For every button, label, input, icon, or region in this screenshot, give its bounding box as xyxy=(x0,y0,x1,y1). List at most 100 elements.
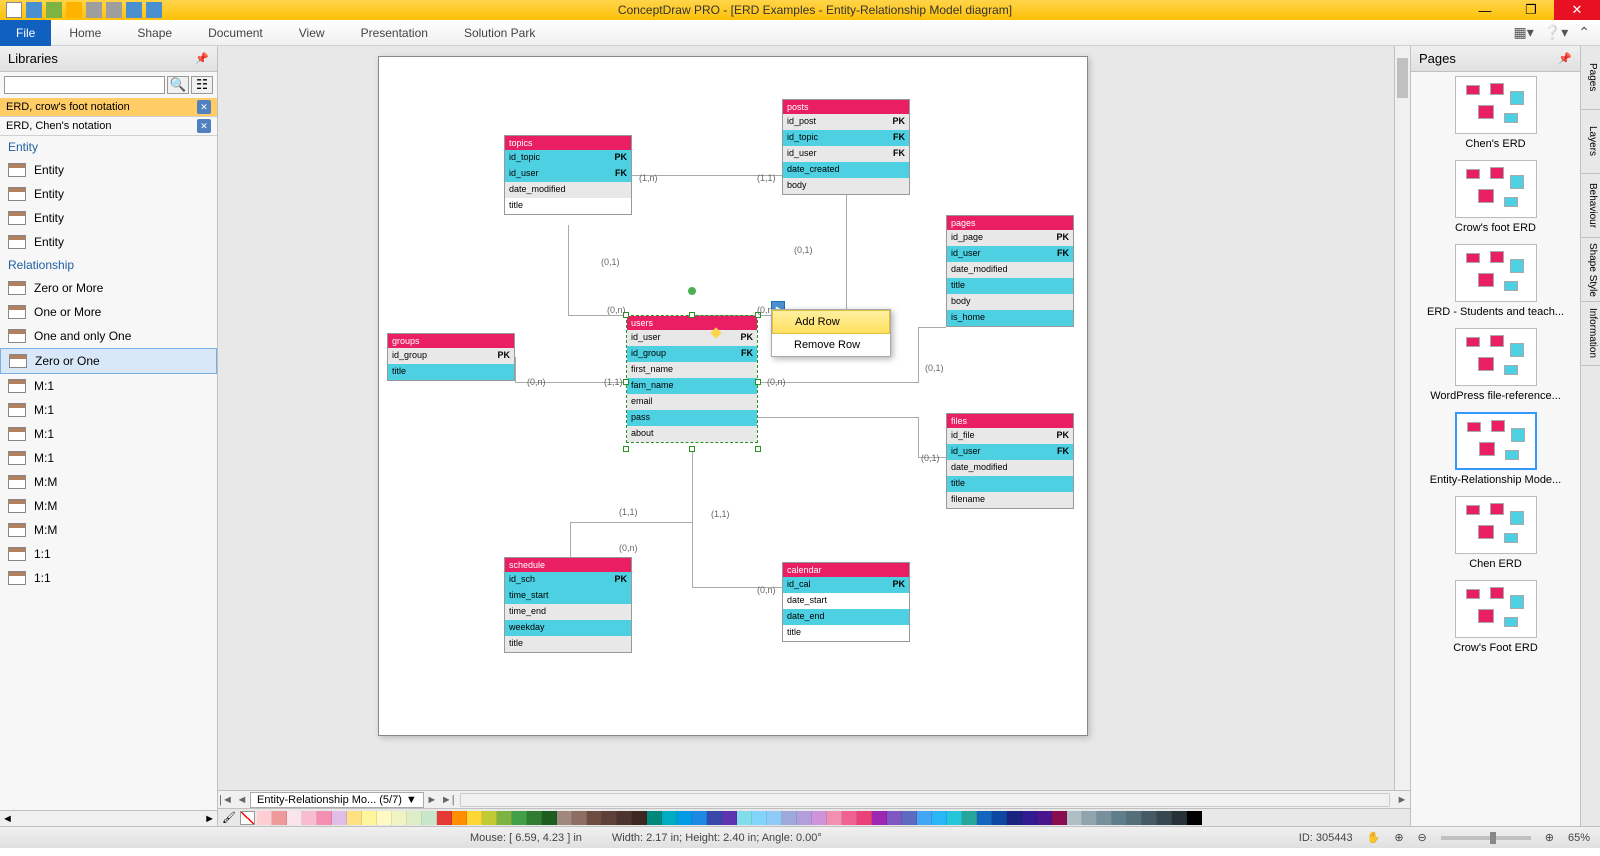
color-swatch[interactable] xyxy=(662,811,677,825)
entity-row[interactable]: time_start xyxy=(505,588,631,604)
color-swatch[interactable] xyxy=(632,811,647,825)
zoom-slider[interactable] xyxy=(1441,836,1531,840)
entity-row[interactable]: fam_name xyxy=(627,378,757,394)
color-swatch[interactable] xyxy=(692,811,707,825)
tab-prev-button[interactable]: ◄ xyxy=(234,794,250,806)
close-tag-icon[interactable]: ✕ xyxy=(197,100,211,114)
canvas-viewport[interactable]: topicsid_topicPKid_userFKdate_modifiedti… xyxy=(218,46,1410,790)
entity-row[interactable]: weekday xyxy=(505,620,631,636)
entity-row[interactable]: id_userFK xyxy=(947,246,1073,262)
color-swatch[interactable] xyxy=(767,811,782,825)
color-swatch[interactable] xyxy=(602,811,617,825)
entity-row[interactable]: id_groupFK xyxy=(627,346,757,362)
color-swatch[interactable] xyxy=(1157,811,1172,825)
tab-end-button[interactable]: ► xyxy=(1394,794,1410,806)
library-item[interactable]: Zero or More xyxy=(0,276,217,300)
target-icon[interactable]: ⊕ xyxy=(1394,831,1403,844)
page-thumbnail[interactable]: Chen ERD xyxy=(1415,496,1576,570)
entity-row[interactable]: first_name xyxy=(627,362,757,378)
library-item[interactable]: M:M xyxy=(0,494,217,518)
entity-row[interactable]: id_topicFK xyxy=(783,130,909,146)
entity-schedule[interactable]: scheduleid_schPKtime_starttime_endweekda… xyxy=(504,557,632,653)
color-swatch[interactable] xyxy=(737,811,752,825)
page-thumbnail[interactable]: Crow's Foot ERD xyxy=(1415,580,1576,654)
entity-row[interactable]: id_topicPK xyxy=(505,150,631,166)
menu-shape[interactable]: Shape xyxy=(119,22,190,44)
page-thumbnail[interactable]: Crow's foot ERD xyxy=(1415,160,1576,234)
qat-icon[interactable] xyxy=(106,2,122,18)
menu-view[interactable]: View xyxy=(281,22,343,44)
selection-handle[interactable] xyxy=(755,379,761,385)
context-menu-item[interactable]: Add Row xyxy=(772,310,890,334)
pin-icon[interactable]: 📌 xyxy=(1558,52,1572,65)
color-swatch[interactable] xyxy=(617,811,632,825)
relationship-edge[interactable] xyxy=(846,195,847,315)
color-swatch[interactable] xyxy=(542,811,557,825)
entity-row[interactable]: filename xyxy=(947,492,1073,508)
entity-row[interactable]: title xyxy=(388,364,514,380)
zoom-in-button[interactable]: ⊕ xyxy=(1545,831,1554,844)
color-swatch[interactable] xyxy=(1037,811,1052,825)
entity-row[interactable]: title xyxy=(783,625,909,641)
color-swatch[interactable] xyxy=(707,811,722,825)
library-item[interactable]: Zero or One xyxy=(0,348,217,374)
library-item[interactable]: M:1 xyxy=(0,446,217,470)
relationship-edge[interactable] xyxy=(918,327,919,383)
color-swatch[interactable] xyxy=(437,811,452,825)
color-swatch[interactable] xyxy=(782,811,797,825)
settings-icon[interactable]: ▦▾ xyxy=(1514,24,1534,41)
entity-files[interactable]: filesid_filePKid_userFKdate_modifiedtitl… xyxy=(946,413,1074,509)
library-item[interactable]: 1:1 xyxy=(0,566,217,590)
library-item[interactable]: M:1 xyxy=(0,422,217,446)
color-swatch[interactable] xyxy=(872,811,887,825)
color-swatch[interactable] xyxy=(1067,811,1082,825)
no-fill-swatch[interactable] xyxy=(240,811,255,825)
search-button[interactable]: 🔍 xyxy=(167,76,189,94)
color-swatch[interactable] xyxy=(932,811,947,825)
entity-row[interactable]: id_userFK xyxy=(505,166,631,182)
color-swatch[interactable] xyxy=(1142,811,1157,825)
side-tab-shape-style[interactable]: Shape Style xyxy=(1581,238,1600,302)
library-item[interactable]: One or More xyxy=(0,300,217,324)
entity-groups[interactable]: groupsid_groupPKtitle xyxy=(387,333,515,381)
color-swatch[interactable] xyxy=(347,811,362,825)
entity-row[interactable]: is_home xyxy=(947,310,1073,326)
rotate-handle[interactable] xyxy=(688,287,696,295)
color-swatch[interactable] xyxy=(467,811,482,825)
context-menu-item[interactable]: Remove Row xyxy=(772,334,890,356)
menu-solution-park[interactable]: Solution Park xyxy=(446,22,553,44)
color-swatch[interactable] xyxy=(647,811,662,825)
relationship-edge[interactable] xyxy=(568,315,628,316)
color-swatch[interactable] xyxy=(257,811,272,825)
qat-icon[interactable] xyxy=(46,2,62,18)
entity-row[interactable]: id_userPK xyxy=(627,330,757,346)
color-swatch[interactable] xyxy=(272,811,287,825)
pin-icon[interactable]: 📌 xyxy=(195,52,209,65)
color-swatch[interactable] xyxy=(1097,811,1112,825)
entity-row[interactable]: title xyxy=(505,636,631,652)
color-swatch[interactable] xyxy=(557,811,572,825)
color-swatch[interactable] xyxy=(977,811,992,825)
color-swatch[interactable] xyxy=(677,811,692,825)
color-swatch[interactable] xyxy=(722,811,737,825)
color-swatch[interactable] xyxy=(902,811,917,825)
entity-row[interactable]: about xyxy=(627,426,757,442)
selection-handle[interactable] xyxy=(623,379,629,385)
menu-document[interactable]: Document xyxy=(190,22,281,44)
library-item[interactable]: M:1 xyxy=(0,374,217,398)
minimize-button[interactable]: — xyxy=(1462,0,1508,20)
page-tab[interactable]: Entity-Relationship Mo... (5/7)▼ xyxy=(250,792,424,808)
color-swatch[interactable] xyxy=(827,811,842,825)
entity-calendar[interactable]: calendarid_calPKdate_startdate_endtitle xyxy=(782,562,910,642)
tab-next-button[interactable]: ► xyxy=(424,794,440,806)
entity-row[interactable]: title xyxy=(947,278,1073,294)
color-swatch[interactable] xyxy=(812,811,827,825)
color-swatch[interactable] xyxy=(842,811,857,825)
entity-posts[interactable]: postsid_postPKid_topicFKid_userFKdate_cr… xyxy=(782,99,910,195)
color-swatch[interactable] xyxy=(377,811,392,825)
relationship-edge[interactable] xyxy=(570,522,693,523)
entity-row[interactable]: body xyxy=(783,178,909,194)
relationship-edge[interactable] xyxy=(568,225,569,315)
maximize-button[interactable]: ❐ xyxy=(1508,0,1554,20)
color-swatch[interactable] xyxy=(887,811,902,825)
